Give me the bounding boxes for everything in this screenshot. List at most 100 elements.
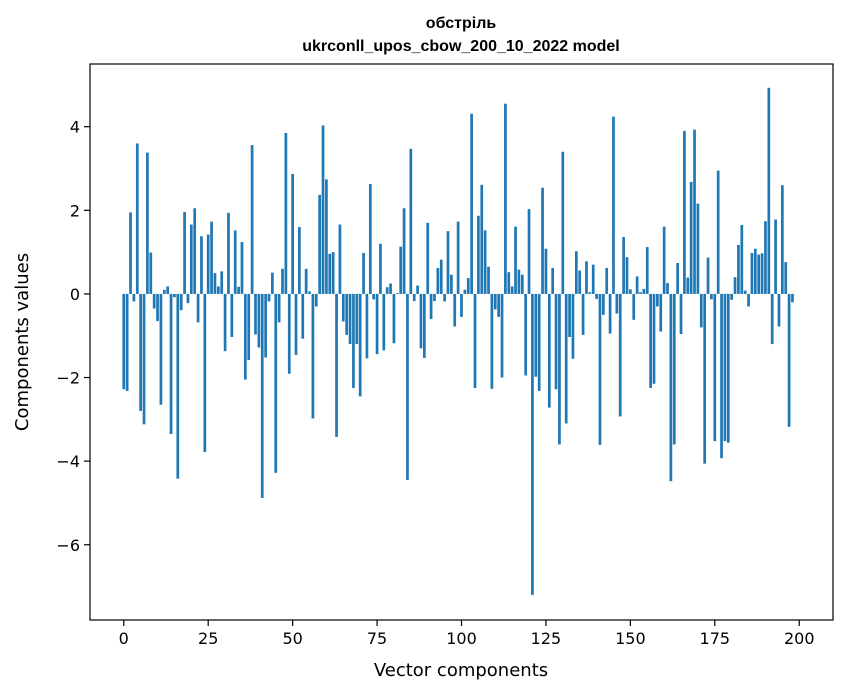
bar bbox=[321, 125, 325, 294]
bar bbox=[531, 293, 534, 595]
bar bbox=[419, 293, 423, 349]
bar bbox=[433, 293, 436, 302]
bar bbox=[162, 289, 166, 294]
bar bbox=[446, 231, 450, 294]
plot-frame bbox=[89, 63, 834, 621]
bar bbox=[568, 293, 571, 337]
bar bbox=[129, 212, 132, 294]
bar bbox=[710, 293, 713, 300]
bar bbox=[250, 145, 254, 294]
bar bbox=[706, 257, 710, 294]
bar bbox=[713, 293, 717, 442]
bar bbox=[372, 293, 376, 300]
bar bbox=[574, 251, 578, 294]
bar bbox=[193, 208, 197, 294]
chart-subtitle: ukrconll_upos_cbow_200_10_2022 model bbox=[302, 38, 619, 55]
bar bbox=[784, 262, 788, 294]
bar bbox=[703, 293, 707, 464]
y-tick-label: 0 bbox=[70, 285, 80, 304]
bar bbox=[203, 293, 207, 452]
x-tick-label: 200 bbox=[784, 629, 815, 648]
bar bbox=[227, 212, 230, 294]
bar bbox=[149, 252, 153, 294]
bar bbox=[189, 224, 193, 294]
bar bbox=[622, 237, 625, 294]
bar bbox=[605, 268, 609, 294]
bar bbox=[450, 274, 453, 294]
bar bbox=[409, 148, 413, 294]
bar bbox=[632, 293, 636, 320]
bar bbox=[767, 87, 771, 294]
bar bbox=[173, 293, 176, 298]
bar bbox=[304, 268, 308, 294]
bar bbox=[365, 293, 369, 359]
bar bbox=[477, 215, 480, 294]
bar bbox=[429, 293, 433, 319]
bar bbox=[308, 291, 311, 294]
bar bbox=[558, 293, 561, 445]
bar bbox=[666, 283, 669, 294]
bar bbox=[247, 293, 251, 360]
bar bbox=[726, 293, 730, 443]
bar bbox=[318, 194, 321, 294]
bar bbox=[233, 230, 237, 294]
bar bbox=[345, 293, 349, 335]
bar bbox=[287, 293, 291, 374]
bar bbox=[389, 283, 392, 294]
bar bbox=[716, 170, 720, 294]
bar bbox=[291, 173, 294, 294]
bar bbox=[382, 293, 386, 351]
bar bbox=[764, 221, 767, 294]
y-tick-label: −2 bbox=[56, 369, 80, 388]
bar bbox=[200, 236, 203, 294]
bar bbox=[791, 293, 794, 303]
bar bbox=[456, 221, 460, 294]
bar bbox=[645, 247, 649, 294]
bar bbox=[723, 293, 727, 442]
bar bbox=[392, 293, 396, 344]
bar bbox=[639, 292, 642, 294]
bar bbox=[510, 286, 514, 294]
bar bbox=[541, 187, 544, 294]
bar bbox=[220, 271, 224, 294]
bar bbox=[169, 293, 173, 434]
bar bbox=[183, 211, 186, 294]
bar bbox=[257, 293, 261, 348]
y-tick-label: −4 bbox=[56, 452, 80, 471]
bar bbox=[780, 185, 784, 294]
bar bbox=[186, 293, 190, 304]
bar bbox=[770, 293, 774, 345]
bar bbox=[331, 252, 335, 294]
bar bbox=[423, 293, 426, 358]
bar bbox=[196, 293, 200, 323]
x-axis-ticks: 0 25 50 75 100 125 150 175 200 bbox=[119, 620, 815, 648]
bar bbox=[757, 254, 761, 294]
bar bbox=[206, 234, 210, 294]
bar bbox=[267, 293, 271, 302]
bar bbox=[615, 293, 619, 314]
y-axis-label: Components values bbox=[12, 253, 33, 431]
bar bbox=[618, 293, 622, 417]
bar bbox=[547, 293, 551, 408]
bar bbox=[527, 209, 531, 294]
bar bbox=[659, 293, 663, 332]
bar bbox=[493, 293, 497, 310]
bar bbox=[301, 293, 305, 339]
bar bbox=[466, 278, 470, 294]
bar bbox=[551, 268, 555, 294]
bar bbox=[507, 272, 511, 294]
bar bbox=[244, 293, 247, 380]
x-tick-label: 0 bbox=[119, 629, 129, 648]
x-axis-label: Vector components bbox=[374, 660, 548, 681]
bar bbox=[379, 243, 382, 294]
bar bbox=[416, 285, 419, 294]
y-tick-label: 4 bbox=[70, 118, 80, 137]
bar bbox=[598, 293, 602, 445]
bar bbox=[402, 208, 406, 294]
bar bbox=[629, 289, 632, 294]
bar bbox=[216, 286, 220, 294]
bar bbox=[601, 293, 605, 315]
bar bbox=[406, 293, 409, 480]
bar bbox=[176, 293, 180, 479]
bar bbox=[581, 293, 585, 335]
